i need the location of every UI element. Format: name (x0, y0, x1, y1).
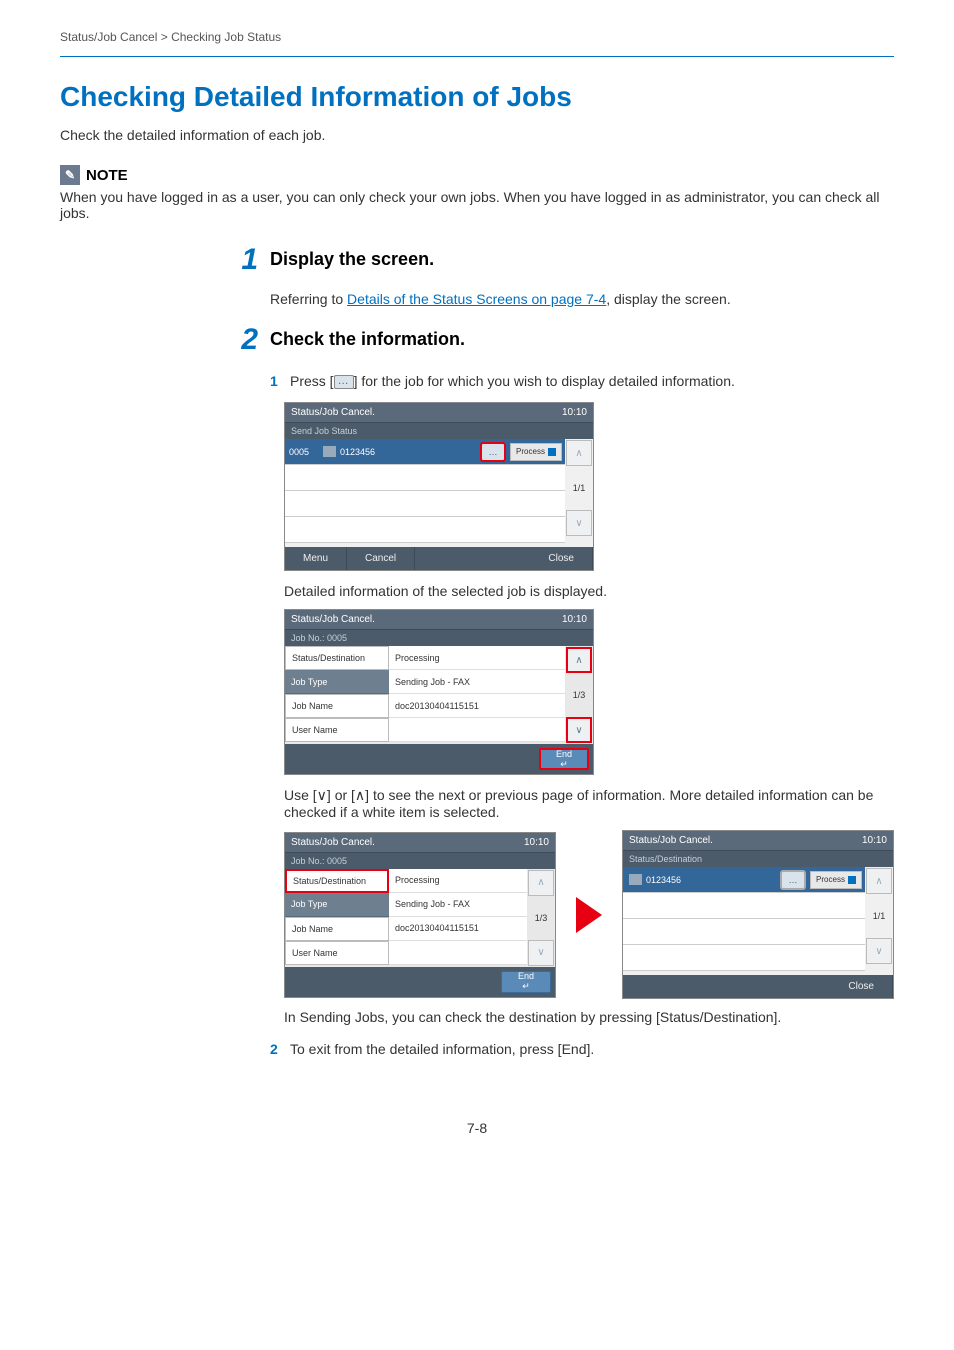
job-no: 0005 (285, 447, 323, 457)
substep-text-1: Press [] for the job for which you wish … (290, 371, 735, 392)
detail-val (389, 718, 565, 742)
detail-val: Sending Job - FAX (389, 893, 527, 917)
page-count: 1/3 (527, 897, 555, 939)
detail-label: User Name (285, 941, 389, 965)
panel1-head: Status/Job Cancel. (291, 407, 375, 418)
panel4-time: 10:10 (862, 835, 887, 846)
scroll-down-icon[interactable]: ∨ (566, 510, 592, 536)
panel-status-destination: Status/Job Cancel. 10:10 Status/Destinat… (622, 830, 894, 999)
step-2: 2 Check the information. (230, 325, 894, 355)
scroll-down-icon[interactable]: ∨ (866, 938, 892, 964)
detail-label: Job Name (285, 694, 389, 718)
breadcrumb: Status/Job Cancel > Checking Job Status (60, 30, 894, 44)
after-panel3-text: In Sending Jobs, you can check the desti… (284, 1009, 894, 1025)
panel3-head: Status/Job Cancel. (291, 837, 375, 848)
panel1-time: 10:10 (562, 407, 587, 418)
panel4-sub: Status/Destination (623, 851, 893, 867)
note-label: NOTE (86, 167, 128, 184)
scroll-up-icon[interactable]: ∧ (866, 868, 892, 894)
scroll-down-icon[interactable]: ∨ (528, 940, 554, 966)
scroll-up-icon[interactable]: ∧ (528, 870, 554, 896)
dest-number: 0123456 (646, 875, 681, 885)
divider (60, 56, 894, 57)
step-1: 1 Display the screen. (230, 245, 894, 275)
detail-val: doc20130404115151 (389, 917, 527, 941)
panel4-head: Status/Job Cancel. (629, 835, 713, 846)
job-row[interactable]: 0005 0123456 … Process (285, 439, 565, 465)
status-destination-button[interactable]: Status/Destination (285, 646, 389, 670)
note-body: When you have logged in as a user, you c… (60, 189, 894, 221)
substep-text-2: To exit from the detailed information, p… (290, 1039, 594, 1060)
panel2-sub: Job No.: 0005 (285, 630, 593, 646)
after-panel1-text: Detailed information of the selected job… (284, 583, 894, 599)
job-status: Process (510, 443, 562, 461)
panel2-time: 10:10 (562, 614, 587, 625)
panel-send-job-status: Status/Job Cancel. 10:10 Send Job Status… (284, 402, 594, 571)
detail-label: User Name (285, 718, 389, 742)
detail-label: Job Name (285, 917, 389, 941)
step-1-prefix: Referring to (270, 291, 347, 307)
cancel-button[interactable]: Cancel (347, 547, 415, 570)
empty-row (285, 517, 565, 543)
empty-row (623, 919, 865, 945)
scroll-up-icon[interactable]: ∧ (566, 440, 592, 466)
step-number-1: 1 (230, 245, 258, 275)
page-title: Checking Detailed Information of Jobs (60, 81, 894, 113)
page-count: 1/1 (565, 467, 593, 509)
scroll-up-icon[interactable]: ∧ (566, 647, 592, 673)
detail-button[interactable]: … (480, 442, 506, 462)
note-box: ✎ NOTE When you have logged in as a user… (60, 165, 894, 221)
detail-val: doc20130404115151 (389, 694, 565, 718)
step-1-title: Display the screen. (270, 249, 434, 270)
step-1-text: Referring to Details of the Status Scree… (270, 291, 894, 307)
substep-num-2: 2 (270, 1041, 284, 1057)
end-button[interactable]: End↵ (501, 971, 551, 993)
ref-link[interactable]: Details of the Status Screens on page 7-… (347, 291, 606, 307)
end-button[interactable]: End↵ (539, 748, 589, 770)
step-2-title: Check the information. (270, 329, 465, 350)
panel1-sub: Send Job Status (285, 423, 593, 439)
dest-status: Process (810, 871, 862, 889)
dest-row[interactable]: 0123456 … Process (623, 867, 865, 893)
panel2-head: Status/Job Cancel. (291, 614, 375, 625)
substep-2: 2 To exit from the detailed information,… (270, 1039, 894, 1060)
panel3-time: 10:10 (524, 837, 549, 848)
scroll-down-icon[interactable]: ∨ (566, 717, 592, 743)
empty-row (285, 465, 565, 491)
detail-icon (334, 375, 354, 389)
detail-val (389, 941, 527, 965)
panel-job-detail-repeat: Status/Job Cancel. 10:10 Job No.: 0005 S… (284, 832, 556, 998)
panel-job-detail: Status/Job Cancel. 10:10 Job No.: 0005 S… (284, 609, 594, 775)
page-count: 1/3 (565, 674, 593, 716)
arrow-right-icon (576, 897, 602, 933)
job-dest: 0123456 (340, 447, 375, 457)
note-icon: ✎ (60, 165, 80, 185)
intro-text: Check the detailed information of each j… (60, 127, 894, 143)
fax-icon (629, 874, 642, 885)
detail-val: Sending Job - FAX (389, 670, 565, 694)
detail-label: Job Type (285, 893, 389, 917)
step-number-2: 2 (230, 325, 258, 355)
detail-val: Processing (389, 869, 527, 893)
close-button[interactable]: Close (830, 975, 893, 998)
detail-button[interactable]: … (780, 870, 806, 890)
empty-row (623, 945, 865, 971)
substep-1: 1 Press [] for the job for which you wis… (270, 371, 894, 392)
after-panel2-text: Use [∨] or [∧] to see the next or previo… (284, 787, 894, 820)
detail-val: Processing (389, 646, 565, 670)
panel3-sub: Job No.: 0005 (285, 853, 555, 869)
step-1-suffix: , display the screen. (606, 291, 731, 307)
close-button[interactable]: Close (530, 547, 593, 570)
page-count: 1/1 (865, 895, 893, 937)
page-number: 7-8 (60, 1120, 894, 1136)
detail-label: Job Type (285, 670, 389, 694)
status-destination-button[interactable]: Status/Destination (285, 869, 389, 893)
empty-row (623, 893, 865, 919)
fax-icon (323, 446, 336, 457)
substep-num-1: 1 (270, 373, 284, 389)
menu-button[interactable]: Menu (285, 547, 347, 570)
empty-row (285, 491, 565, 517)
